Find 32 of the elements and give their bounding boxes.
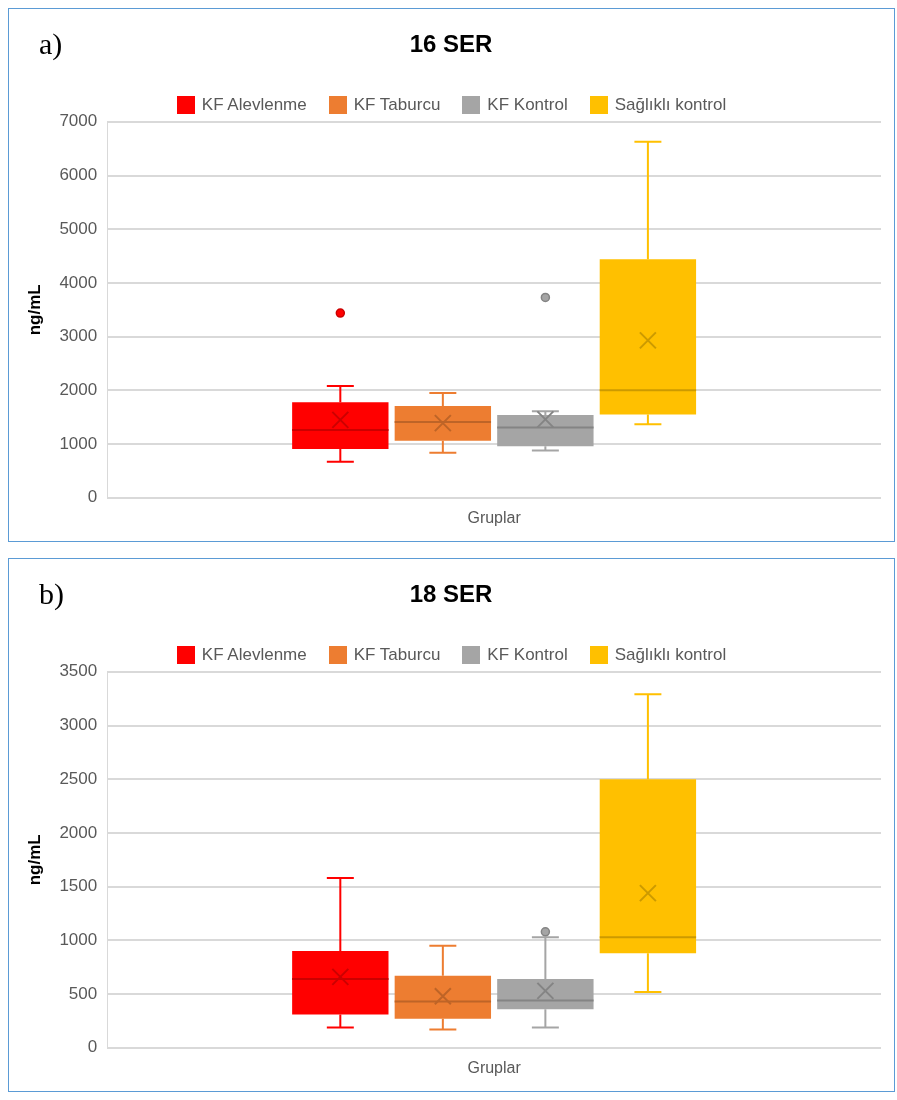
- y-axis-title: ng/mL: [24, 834, 44, 886]
- legend-label: Sağlıklı kontrol: [614, 645, 727, 665]
- legend-label: KF Taburcu: [353, 645, 441, 665]
- y-tick-label: 6000: [59, 165, 98, 185]
- chart-title: 18 SER: [409, 580, 493, 608]
- y-tick-label: 1000: [59, 433, 98, 453]
- y-tick-label: 4000: [59, 272, 98, 292]
- y-axis-title: ng/mL: [24, 284, 44, 336]
- text: a): [39, 27, 63, 61]
- legend-label: KF Kontrol: [487, 645, 568, 665]
- y-tick-label: 1000: [59, 930, 98, 950]
- y-tick-label: 7000: [59, 111, 98, 131]
- y-tick-label: 3000: [59, 326, 98, 346]
- legend-label: Sağlıklı kontrol: [614, 95, 727, 115]
- legend-label: KF Alevlenme: [201, 95, 307, 115]
- y-tick-label: 5000: [59, 218, 98, 238]
- y-tick-label: 2000: [59, 380, 98, 400]
- y-tick-label: 1500: [59, 876, 98, 896]
- legend-label: KF Kontrol: [487, 95, 568, 115]
- legend-label: KF Alevlenme: [201, 645, 307, 665]
- chart-title: 16 SER: [409, 30, 493, 58]
- legend-label: KF Taburcu: [353, 95, 441, 115]
- y-tick-label: 3500: [59, 661, 98, 681]
- y-tick-label: 0: [87, 487, 98, 507]
- y-tick-label: 2000: [59, 822, 98, 842]
- y-tick-label: 2500: [59, 768, 98, 788]
- x-tick-label: Gruplar: [467, 508, 522, 526]
- text: b): [39, 577, 64, 611]
- y-tick-label: 0: [87, 1037, 98, 1057]
- x-tick-label: Gruplar: [467, 1058, 522, 1076]
- y-tick-label: 3000: [59, 715, 98, 735]
- y-tick-label: 500: [68, 983, 98, 1003]
